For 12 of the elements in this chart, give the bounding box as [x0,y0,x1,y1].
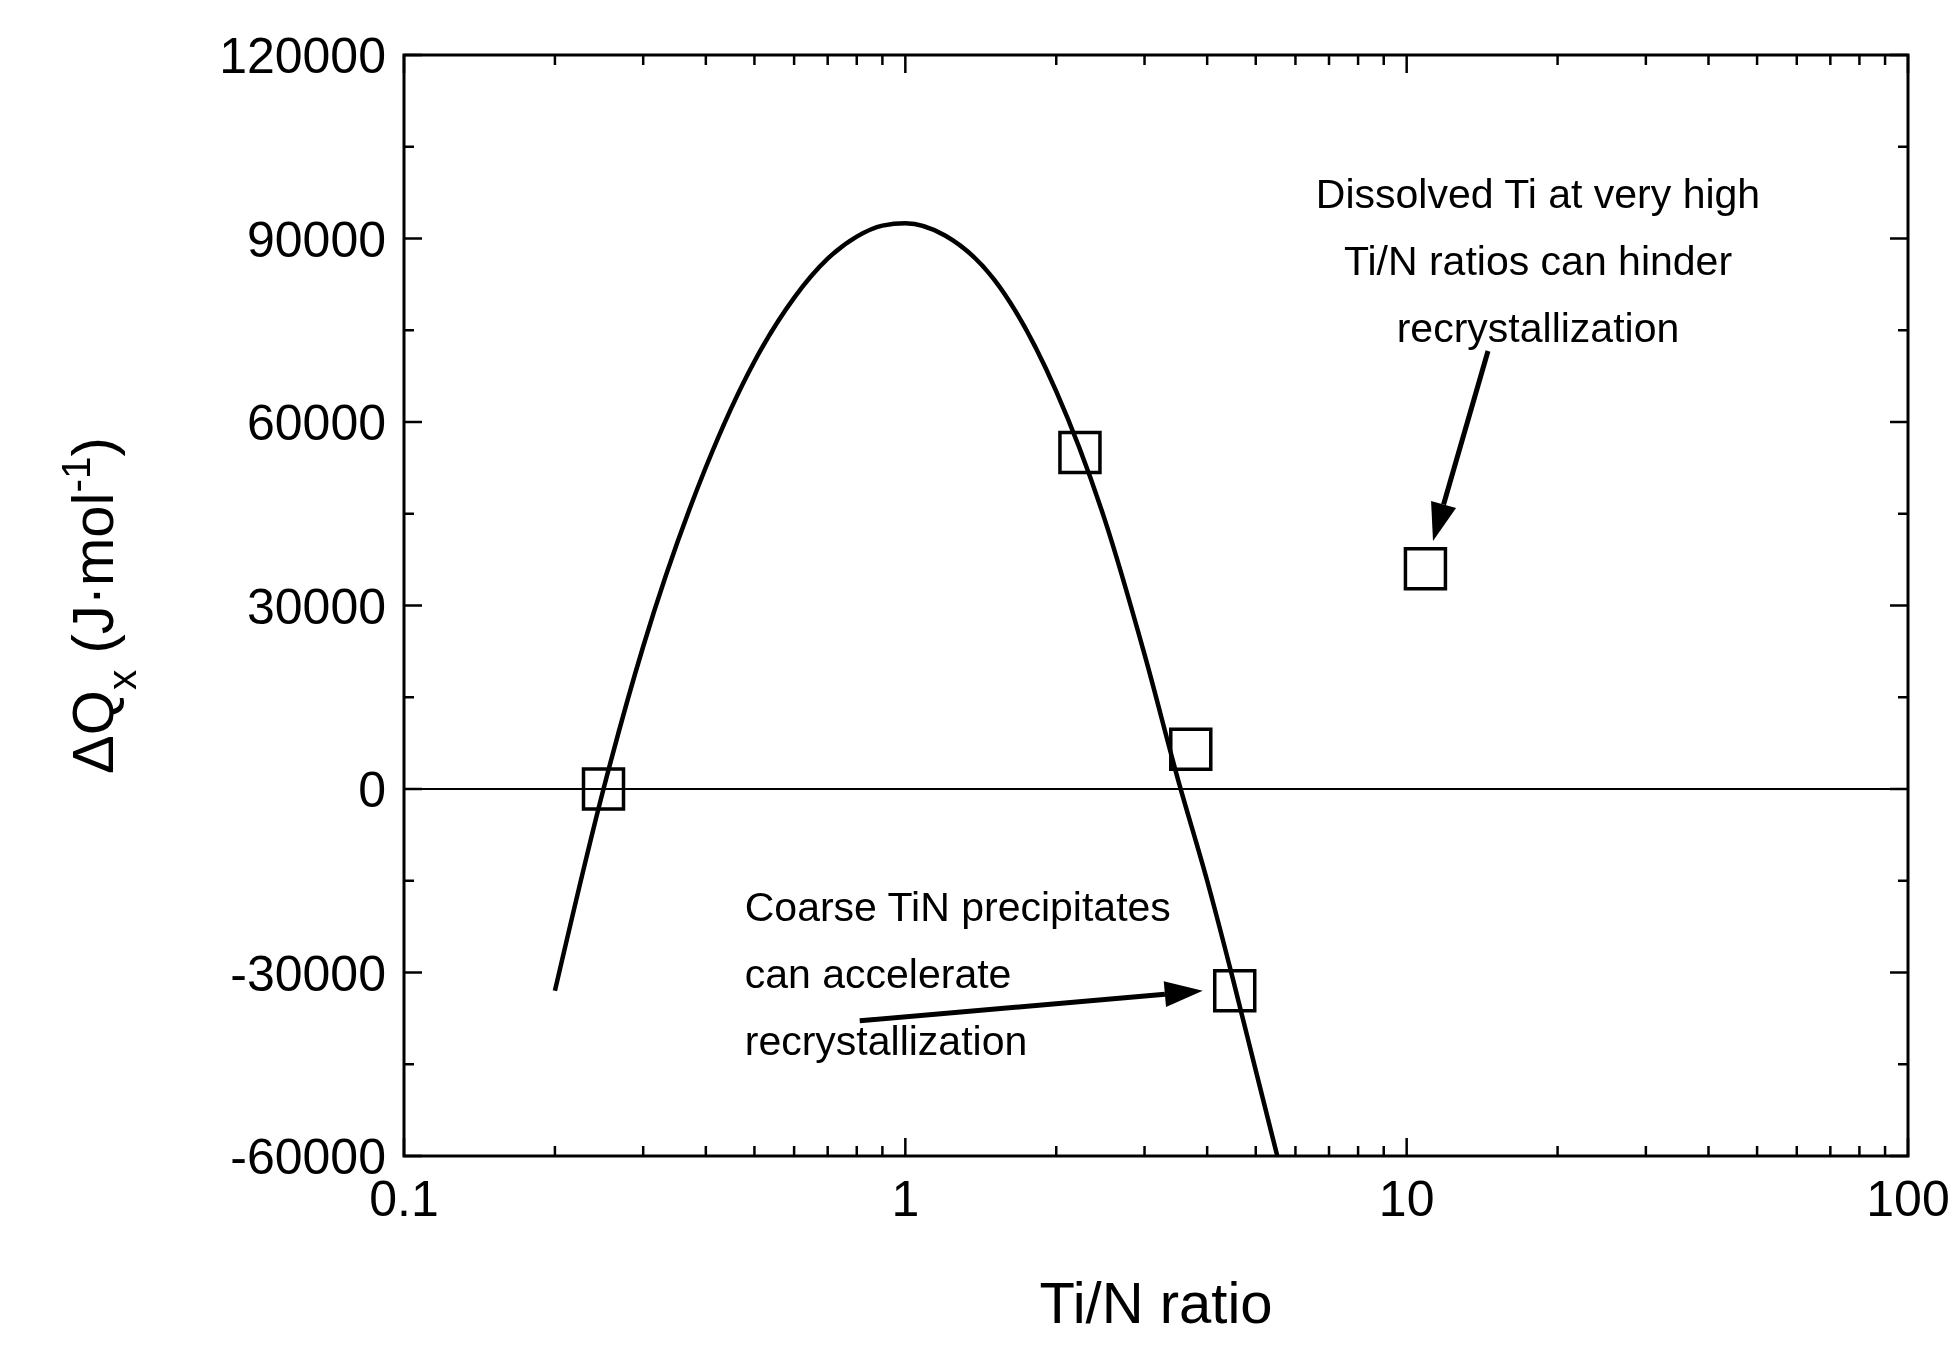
y-tick-label: 60000 [246,395,386,451]
annotation: Dissolved Ti at very high Ti/N ratios can hinder recrystallization [1315,171,1761,351]
y-tick-label: 0 [358,762,386,818]
x-axis-title: Ti/N ratio [1039,1270,1273,1335]
y-tick-label: 90000 [246,211,386,268]
y-tick-label: -30000 [230,945,386,1002]
y-tick-label: 30000 [246,578,386,635]
x-tick-label: 100 [1866,1171,1950,1227]
y-tick-label: 120000 [219,28,386,84]
x-tick-label: 10 [1378,1171,1435,1227]
x-tick-label: 1 [891,1171,920,1227]
annotation: Coarse TiN precipitates can accelerate recrystallization [744,883,1171,1064]
